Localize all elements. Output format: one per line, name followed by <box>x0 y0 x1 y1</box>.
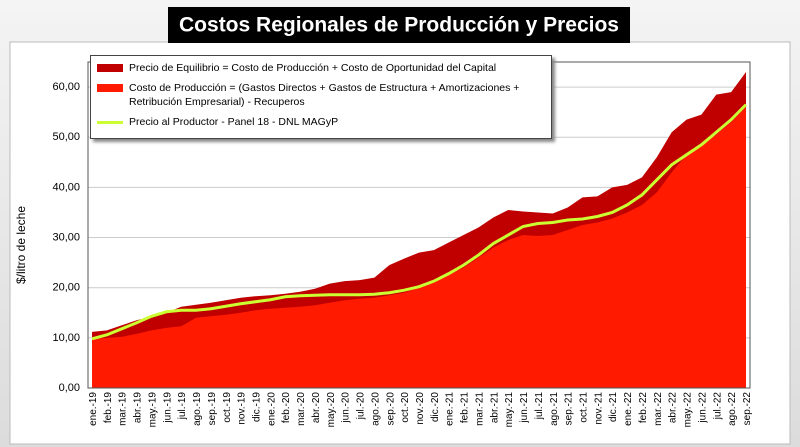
x-tick-label: nov.-19 <box>237 392 248 425</box>
x-tick-label: oct.-21 <box>579 392 590 423</box>
x-tick-label: abr.-22 <box>668 392 679 424</box>
x-tick-label: sep.-21 <box>564 392 575 426</box>
x-tick-label: mar.-21 <box>474 392 485 426</box>
x-tick-label: ene.-19 <box>88 392 99 426</box>
y-tick-label: 20,00 <box>52 282 80 294</box>
x-tick-label: abr.-20 <box>311 392 322 424</box>
area <box>92 107 746 388</box>
x-tick-label: abr.-21 <box>489 392 500 424</box>
title-box <box>168 7 630 43</box>
x-tick-label: abr.-19 <box>133 392 144 424</box>
x-tick-label: dic.-21 <box>608 392 619 422</box>
x-tick-label: nov.-21 <box>593 392 604 425</box>
x-tick-label: may.-21 <box>504 392 515 428</box>
y-tick-label: 40,00 <box>52 181 80 193</box>
x-tick-label: jun.-19 <box>162 392 173 424</box>
legend-label: Costo de Producción = (Gastos Directos +… <box>129 82 520 108</box>
x-tick-label: ene.-21 <box>445 392 456 426</box>
x-tick-label: dic.-19 <box>252 392 263 422</box>
legend-swatch <box>97 84 123 92</box>
legend-entry: Precio al Productor - Panel 18 - DNL MAG… <box>97 115 545 129</box>
x-tick-label: jul.-22 <box>712 392 723 421</box>
x-tick-label: mar.-22 <box>653 392 664 426</box>
legend: Precio de Equilibrio = Costo de Producci… <box>90 55 552 139</box>
x-tick-label: feb.-19 <box>103 392 114 424</box>
x-tick-label: sep.-19 <box>207 392 218 426</box>
y-tick-label: 0,00 <box>59 382 80 394</box>
x-tick-label: jun.-22 <box>697 392 708 424</box>
y-axis-label: $/litro de leche <box>14 206 28 284</box>
legend-label: Precio al Productor - Panel 18 - DNL MAG… <box>129 116 339 128</box>
x-tick-label: mar.-20 <box>296 392 307 426</box>
x-tick-label: sep.-22 <box>742 392 753 426</box>
y-tick-label: 10,00 <box>52 332 80 344</box>
x-tick-label: feb.-22 <box>638 392 649 424</box>
legend-entry: Costo de Producción = (Gastos Directos +… <box>97 81 545 109</box>
x-tick-label: ago.-22 <box>727 392 738 426</box>
x-tick-label: mar.-19 <box>118 392 129 426</box>
x-tick-label: feb.-21 <box>460 392 471 424</box>
x-tick-label: sep.-20 <box>385 392 396 426</box>
y-tick-label: 60,00 <box>52 81 80 93</box>
x-tick-label: jul.-20 <box>356 392 367 421</box>
legend-swatch <box>97 121 123 124</box>
x-tick-label: oct.-20 <box>400 392 411 423</box>
line <box>91 103 748 341</box>
legend-entry: Precio de Equilibrio = Costo de Producci… <box>97 61 545 75</box>
x-tick-label: feb.-20 <box>281 392 292 424</box>
x-tick-label: ago.-20 <box>370 392 381 426</box>
x-tick-label: ene.-22 <box>623 392 634 426</box>
y-tick-label: 50,00 <box>52 131 80 143</box>
legend-swatch <box>97 64 123 72</box>
x-tick-label: jun.-20 <box>341 392 352 424</box>
x-tick-label: jul.-19 <box>177 392 188 421</box>
x-tick-label: jun.-21 <box>519 392 530 424</box>
x-tick-label: dic.-20 <box>430 392 441 422</box>
chart-title: Costos Regionales de Producción y Precio… <box>179 14 619 37</box>
y-tick-label: 30,00 <box>52 231 80 243</box>
legend-label: Precio de Equilibrio = Costo de Producci… <box>129 62 497 74</box>
x-tick-label: nov.-20 <box>415 392 426 425</box>
x-tick-label: ago.-21 <box>549 392 560 426</box>
x-tick-label: may.-22 <box>683 392 694 428</box>
x-tick-label: jul.-21 <box>534 392 545 421</box>
x-tick-label: may.-19 <box>147 392 158 428</box>
x-tick-label: ago.-19 <box>192 392 203 426</box>
x-tick-label: may.-20 <box>326 392 337 428</box>
x-tick-label: oct.-19 <box>222 392 233 423</box>
x-tick-label: ene.-20 <box>266 392 277 426</box>
